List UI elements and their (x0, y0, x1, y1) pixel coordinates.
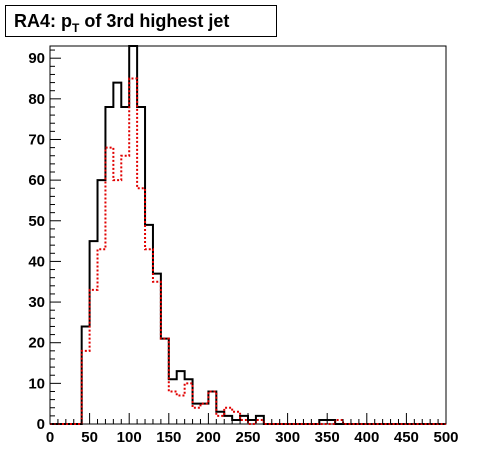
series-layer (50, 45, 446, 425)
y-tick-label: 10 (28, 375, 45, 392)
x-tick-label: 100 (117, 429, 142, 446)
plot-frame (49, 45, 447, 425)
x-tick-label: 350 (315, 429, 340, 446)
y-tick-label: 90 (28, 50, 45, 67)
chart-title: RA4: pT of 3rd highest jet (5, 5, 277, 37)
y-tick-label: 20 (28, 335, 45, 352)
x-tick-label: 0 (46, 429, 54, 446)
histogram-series-1 (50, 45, 446, 425)
histogram-series-2 (50, 77, 446, 425)
x-tick-label: 500 (433, 429, 458, 446)
x-tick-label: 250 (235, 429, 260, 446)
x-tick-label: 300 (275, 429, 300, 446)
title-subscript: T (72, 21, 80, 35)
y-tick-label: 60 (28, 172, 45, 189)
y-tick-label: 80 (28, 91, 45, 108)
x-tick-label: 450 (394, 429, 419, 446)
x-tick-label: 50 (81, 429, 98, 446)
y-tick-label: 40 (28, 253, 45, 270)
y-tick-label: 30 (28, 294, 45, 311)
x-tick-label: 200 (196, 429, 221, 446)
x-tick-label: 400 (354, 429, 379, 446)
x-tick-label: 150 (156, 429, 181, 446)
y-tick-label: 50 (28, 213, 45, 230)
axis-layer: 0 50 100 150 200 250 300 350 400 450 500 0 10 20 30 40 5… (28, 49, 459, 446)
title-prefix: RA4: p (14, 11, 72, 31)
y-tick-label: 0 (37, 416, 45, 433)
y-tick-label: 70 (28, 131, 45, 148)
title-suffix: of 3rd highest jet (79, 11, 230, 31)
